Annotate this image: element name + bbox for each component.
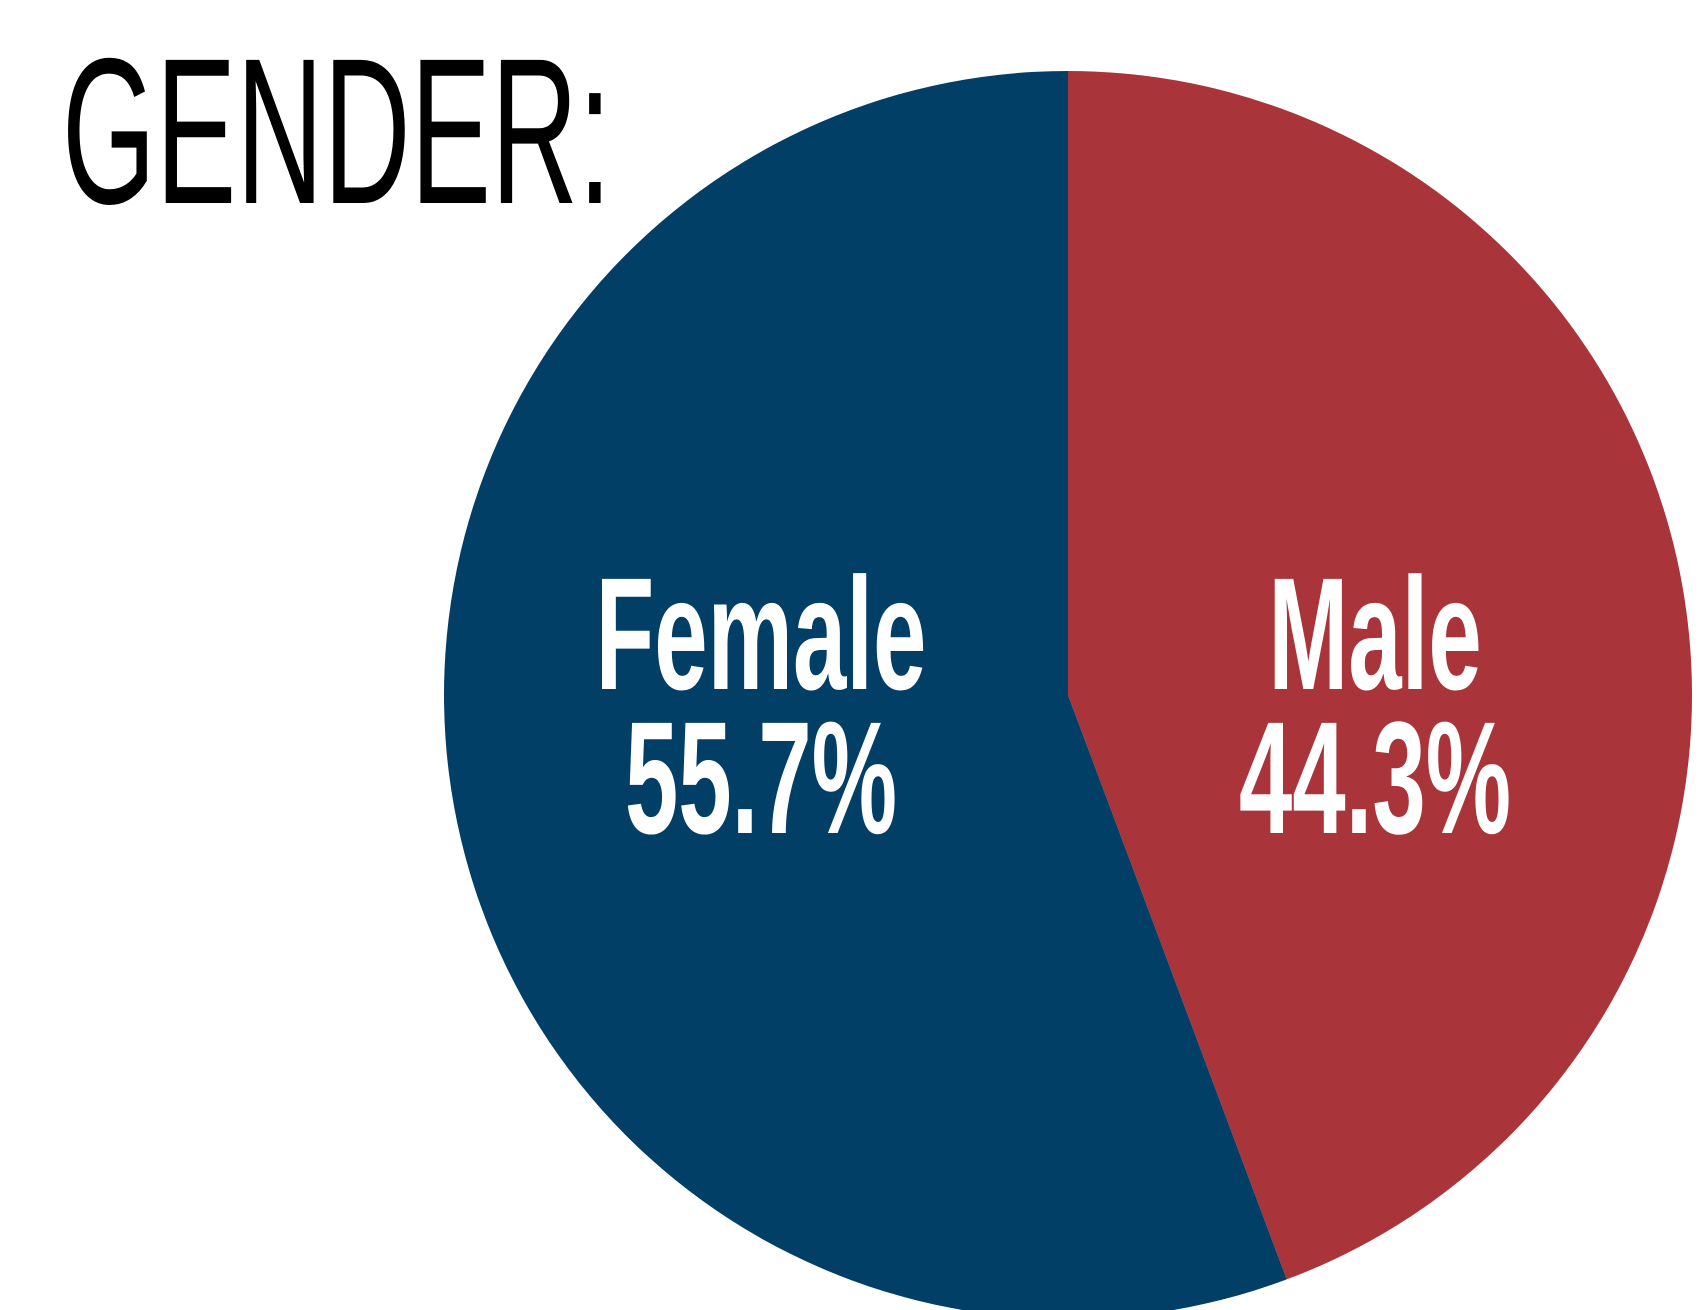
slice-label: Male xyxy=(1268,545,1481,723)
pie-slice xyxy=(444,71,1287,1310)
slice-label: Female xyxy=(596,545,927,723)
chart-title: GENDER: xyxy=(62,16,612,248)
pie-slice xyxy=(1068,71,1692,1280)
slice-value-label: 44.3% xyxy=(1239,689,1511,867)
slice-value-label: 55.7% xyxy=(625,689,897,867)
